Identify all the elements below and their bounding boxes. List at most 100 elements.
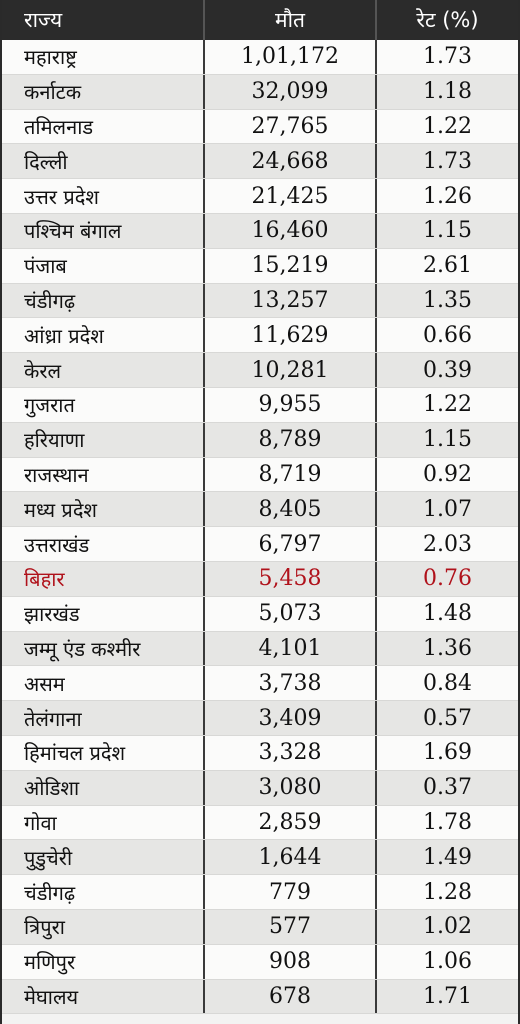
rate-cell: 1.78 [423, 809, 472, 835]
header-deaths: मौत [205, 0, 377, 40]
state-cell: तमिलनाड [2, 109, 205, 144]
deaths-cell: 577 [205, 909, 377, 944]
rate-cell: 1.73 [423, 44, 472, 70]
table-row: मेघालय 678 1.71 [2, 979, 518, 1015]
table-row: मध्य प्रदेश 8,405 1.07 [2, 492, 518, 528]
deaths-cell: 3,738 [205, 666, 377, 701]
rate-cell: 1.18 [423, 79, 472, 105]
rate-cell: 1.48 [423, 601, 472, 627]
table-body: महाराष्ट्र 1,01,172 1.73 कर्नाटक 32,099 1.18 त… [2, 40, 518, 1015]
table-row: आंध्रा प्रदेश 11,629 0.66 [2, 318, 518, 354]
table-row: महाराष्ट्र 1,01,172 1.73 [2, 40, 518, 75]
deaths-cell: 6,797 [205, 527, 377, 561]
rate-cell: 0.39 [423, 357, 472, 383]
state-cell: गुजरात [2, 387, 205, 422]
state-cell: मध्य प्रदेश [2, 492, 205, 527]
state-cell: महाराष्ट्र [2, 40, 205, 74]
deaths-cell: 3,080 [205, 770, 377, 805]
state-cell: मणिपुर [2, 944, 205, 979]
deaths-cell: 11,629 [205, 318, 377, 353]
rate-cell: 1.73 [423, 148, 472, 174]
deaths-cell: 15,219 [205, 248, 377, 283]
deaths-cell: 10,281 [205, 353, 377, 387]
rate-cell: 0.57 [423, 705, 472, 731]
deaths-cell: 21,425 [205, 179, 377, 213]
table-row: गोवा 2,859 1.78 [2, 805, 518, 841]
rate-cell: 1.06 [423, 949, 472, 975]
table-row: हिमांचल प्रदेश 3,328 1.69 [2, 735, 518, 771]
rate-cell: 2.03 [423, 531, 472, 557]
state-cell: झारखंड [2, 596, 205, 631]
rate-cell: 0.66 [423, 322, 472, 348]
state-cell: बिहार [2, 561, 205, 596]
deaths-cell: 16,460 [205, 213, 377, 248]
deaths-cell: 8,405 [205, 492, 377, 527]
rate-cell: 1.49 [423, 844, 472, 870]
deaths-cell: 8,719 [205, 457, 377, 492]
rate-cell: 1.69 [423, 740, 472, 766]
rate-cell: 0.92 [423, 461, 472, 487]
deaths-cell: 24,668 [205, 144, 377, 179]
rate-cell: 1.02 [423, 914, 472, 940]
rate-cell: 1.22 [423, 113, 472, 139]
deaths-cell: 5,073 [205, 596, 377, 631]
deaths-cell: 908 [205, 944, 377, 979]
table-row: हरियाणा 8,789 1.15 [2, 422, 518, 458]
state-cell: मेघालय [2, 979, 205, 1014]
table-row: उत्तराखंड 6,797 2.03 [2, 527, 518, 562]
rate-cell: 0.37 [423, 775, 472, 801]
rate-cell: 1.71 [423, 983, 472, 1009]
table-row: जम्मू एंड कश्मीर 4,101 1.36 [2, 631, 518, 667]
table-row: केरल 10,281 0.39 [2, 353, 518, 388]
state-cell: हिमांचल प्रदेश [2, 735, 205, 770]
rate-cell: 0.76 [423, 566, 472, 592]
rate-cell: 0.84 [423, 670, 472, 696]
table-row: असम 3,738 0.84 [2, 666, 518, 702]
state-cell: पश्चिम बंगाल [2, 213, 205, 248]
state-cell: चंडीगढ़ [2, 875, 205, 909]
table-row: दिल्ली 24,668 1.73 [2, 144, 518, 180]
table-row: राजस्थान 8,719 0.92 [2, 457, 518, 493]
deaths-cell: 13,257 [205, 283, 377, 318]
table-row: पुडुचेरी 1,644 1.49 [2, 840, 518, 876]
state-cell: चंडीगढ़ [2, 283, 205, 318]
table-row: ओडिशा 3,080 0.37 [2, 770, 518, 806]
table-header: राज्य मौत रेट (%) [2, 0, 518, 40]
deaths-cell: 1,644 [205, 840, 377, 875]
deaths-cell: 5,458 [205, 561, 377, 596]
table-row: कर्नाटक 32,099 1.18 [2, 74, 518, 110]
deaths-cell: 8,789 [205, 422, 377, 457]
deaths-cell: 32,099 [205, 74, 377, 109]
state-cell: तेलंगाना [2, 701, 205, 735]
state-cell: जम्मू एंड कश्मीर [2, 631, 205, 666]
state-cell: पंजाब [2, 248, 205, 283]
state-cell: राजस्थान [2, 457, 205, 492]
deaths-cell: 2,859 [205, 805, 377, 840]
table-row: गुजरात 9,955 1.22 [2, 387, 518, 423]
deaths-cell: 779 [205, 875, 377, 909]
deaths-cell: 9,955 [205, 387, 377, 422]
table-row: तेलंगाना 3,409 0.57 [2, 701, 518, 736]
deaths-cell: 27,765 [205, 109, 377, 144]
table-row: बिहार 5,458 0.76 [2, 561, 518, 597]
table-row: चंडीगढ़ 779 1.28 [2, 875, 518, 910]
table-row: पंजाब 15,219 2.61 [2, 248, 518, 284]
rate-cell: 1.26 [423, 183, 472, 209]
table-row: त्रिपुरा 577 1.02 [2, 909, 518, 945]
table-row: झारखंड 5,073 1.48 [2, 596, 518, 632]
state-cell: त्रिपुरा [2, 909, 205, 944]
state-cell: उत्तराखंड [2, 527, 205, 561]
table-row: चंडीगढ़ 13,257 1.35 [2, 283, 518, 319]
rate-cell: 1.07 [423, 496, 472, 522]
state-cell: आंध्रा प्रदेश [2, 318, 205, 353]
rate-cell: 1.22 [423, 392, 472, 418]
rate-cell: 1.36 [423, 635, 472, 661]
state-cell: दिल्ली [2, 144, 205, 179]
deaths-cell: 678 [205, 979, 377, 1014]
rate-cell: 1.15 [423, 427, 472, 453]
table-row: पश्चिम बंगाल 16,460 1.15 [2, 213, 518, 249]
state-cell: केरल [2, 353, 205, 387]
table-row: उत्तर प्रदेश 21,425 1.26 [2, 179, 518, 214]
deaths-cell: 4,101 [205, 631, 377, 666]
